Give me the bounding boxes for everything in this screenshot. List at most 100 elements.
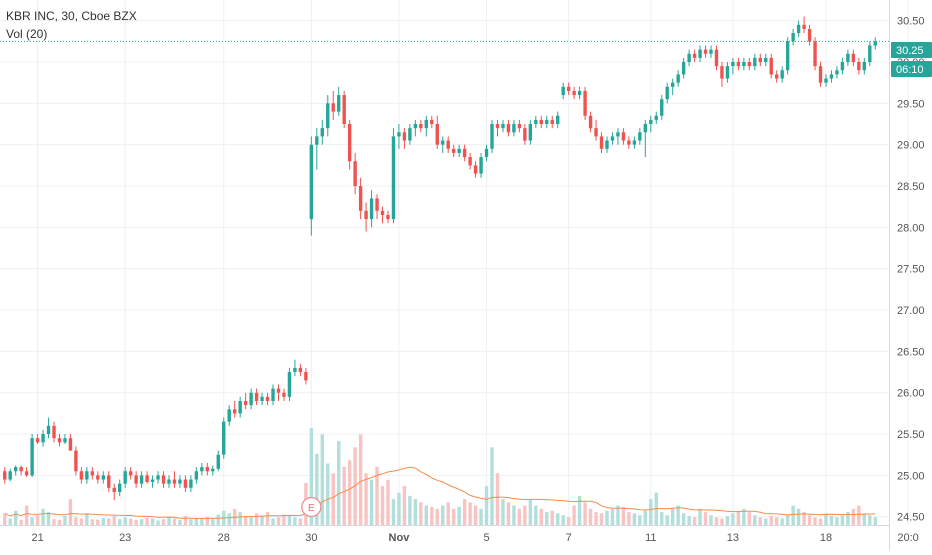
candle-body — [287, 372, 292, 397]
candle-body — [539, 119, 543, 125]
price-tick-label: 26.50 — [897, 346, 925, 358]
candle-body — [211, 468, 215, 472]
earnings-marker[interactable]: E — [301, 496, 322, 518]
candle-body — [446, 140, 450, 149]
candle-body — [829, 74, 834, 79]
volume-bar — [621, 506, 626, 525]
candle-body — [451, 148, 456, 153]
earnings-marker-circle[interactable] — [301, 496, 322, 518]
candle-body — [178, 479, 182, 484]
volume-bar — [681, 513, 686, 525]
volume-bar — [670, 508, 675, 525]
volume-bar — [517, 508, 522, 525]
candle-body — [254, 392, 259, 401]
candle-body — [41, 434, 45, 443]
volume-bar — [802, 512, 806, 525]
volume-bar — [451, 508, 456, 525]
candle-body — [632, 140, 637, 145]
candle-body — [813, 41, 817, 67]
volume-bar — [101, 517, 105, 525]
volume-indicator-label[interactable]: Vol (20) — [6, 27, 48, 41]
volume-bar — [528, 499, 533, 525]
candle-body — [369, 198, 374, 220]
volume-bar — [539, 508, 543, 525]
price-tick-label: 25.50 — [897, 429, 925, 441]
candle-body — [692, 53, 697, 58]
volume-bar — [660, 512, 664, 525]
candle-body — [835, 70, 839, 75]
volume-bar — [369, 479, 374, 525]
candle-body — [107, 475, 111, 488]
candle-body — [840, 62, 845, 71]
candle-body — [194, 471, 199, 480]
time-scale[interactable]: 21 23 28 30 Nov 5 7 11 13 18 20:0 — [31, 532, 918, 544]
volume-bar — [610, 508, 615, 525]
volume-bar — [813, 517, 817, 525]
volume-bar — [550, 510, 554, 525]
candle-body — [85, 471, 89, 480]
volume-bar — [769, 515, 773, 525]
candle-body — [523, 128, 527, 141]
volume-bar — [720, 518, 724, 525]
volume-bar — [52, 519, 56, 525]
candle-body — [3, 471, 7, 480]
price-tick-label: 27.50 — [897, 264, 925, 276]
candle-body — [90, 471, 95, 476]
volume-bar — [638, 515, 642, 525]
candle-body — [758, 57, 762, 63]
candle-body — [796, 24, 801, 34]
volume-bar — [764, 518, 768, 525]
volume-bar — [577, 495, 582, 525]
candle-body — [501, 124, 505, 129]
price-tick-label: 29.00 — [897, 140, 925, 152]
candle-body — [200, 467, 204, 472]
volume-bar — [753, 515, 757, 525]
candle-body — [293, 367, 297, 373]
price-scale[interactable]: 30.5030.0029.5029.0028.5028.0027.5027.00… — [897, 16, 925, 524]
candle-body — [616, 132, 620, 137]
candle-body — [156, 475, 160, 480]
candle-body — [851, 53, 856, 63]
candle-body — [205, 467, 210, 472]
candle-body — [123, 471, 127, 484]
volume-bar — [315, 453, 319, 525]
volume-bar — [391, 499, 396, 525]
candle-body — [216, 454, 220, 469]
candle-body — [742, 62, 746, 67]
candle-body — [13, 467, 18, 472]
last-price-badge-text: 30.25 — [896, 45, 924, 57]
candle-body — [528, 124, 533, 141]
volume-bar — [583, 502, 587, 525]
volume-bar — [282, 514, 286, 525]
candle-body — [468, 157, 472, 166]
volume-bar — [534, 505, 538, 525]
symbol-title[interactable]: KBR INC, 30, Cboe BZX — [6, 9, 137, 23]
volume-bar — [41, 508, 45, 525]
time-tick-label: 23 — [119, 532, 131, 544]
volume-bar — [57, 519, 62, 525]
volume-bar — [167, 517, 171, 525]
volume-bar — [490, 447, 494, 525]
candle-body — [791, 33, 795, 42]
volume-bars — [3, 427, 877, 525]
volume-bar — [780, 518, 784, 525]
volume-bar — [13, 510, 18, 525]
volume-bar — [24, 505, 29, 525]
volume-bar — [298, 518, 303, 525]
last-price-badge-bg — [891, 42, 932, 58]
volume-bar — [254, 513, 259, 525]
volume-bar — [375, 466, 379, 525]
candle-body — [534, 119, 538, 125]
candle-body — [517, 124, 522, 129]
candle-body — [747, 62, 752, 67]
volume-bar — [512, 505, 516, 525]
candle-body — [52, 425, 56, 439]
candle-body — [649, 119, 653, 125]
volume-bar — [687, 515, 691, 525]
last-price-badge: 30.25 — [891, 42, 932, 58]
price-tick-label: 29.50 — [897, 98, 925, 110]
candle-body — [703, 49, 708, 54]
volume-bar — [506, 502, 511, 525]
candle-body — [676, 74, 680, 83]
